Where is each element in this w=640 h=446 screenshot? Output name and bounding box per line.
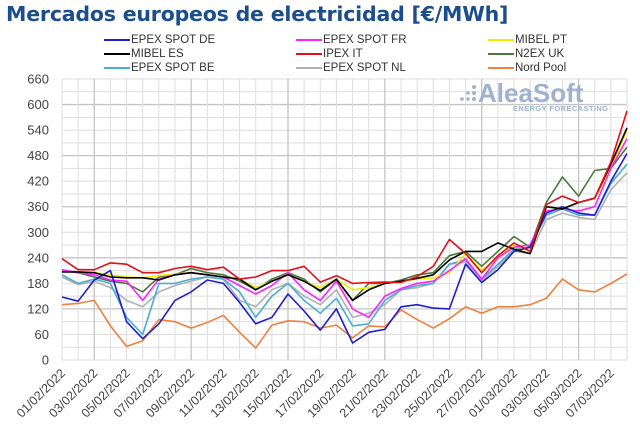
legend-label: EPEX SPOT DE: [131, 34, 216, 46]
legend-swatch: [296, 67, 322, 69]
legend-item: IPEX IT: [296, 48, 363, 60]
legend-item: EPEX SPOT DE: [104, 34, 215, 46]
y-tick-label: 180: [27, 276, 49, 291]
legend-label: IPEX IT: [323, 48, 363, 60]
x-axis: 01/02/202203/02/202205/02/202207/02/2022…: [14, 366, 617, 420]
series-line-epex-spot-fr: [61, 138, 628, 319]
series-line-ipex-it: [61, 110, 628, 285]
y-tick-label: 660: [27, 72, 49, 87]
y-tick-label: 120: [27, 301, 49, 316]
series-group: [61, 110, 628, 349]
legend-item: N2EX UK: [488, 48, 564, 60]
legend-label: MIBEL ES: [131, 48, 184, 60]
legend-swatch: [488, 53, 514, 55]
y-tick-label: 0: [42, 353, 49, 368]
series-line-mibel-pt: [61, 129, 628, 291]
logo-subtext: ENERGY FORECASTING: [513, 104, 608, 113]
y-tick-label: 600: [27, 97, 49, 112]
watermark-logo: AleaSoft ENERGY FORECASTING: [460, 78, 608, 113]
legend: EPEX SPOT DE EPEX SPOT FR MIBEL PT MIBEL ES…: [0, 34, 640, 78]
y-tick-label: 60: [35, 327, 49, 342]
legend-item: EPEX SPOT FR: [296, 34, 407, 46]
legend-label: EPEX SPOT BE: [131, 62, 215, 74]
legend-swatch: [104, 53, 130, 55]
series-line-nord-pool: [61, 273, 628, 349]
legend-swatch: [488, 67, 514, 69]
legend-label: N2EX UK: [515, 48, 565, 60]
legend-item: EPEX SPOT NL: [296, 62, 406, 74]
legend-label: Nord Pool: [515, 62, 567, 74]
legend-item: Nord Pool: [488, 62, 566, 74]
y-tick-label: 420: [27, 174, 49, 189]
chart-title: Mercados europeos de electricidad [€/MWh…: [6, 2, 509, 26]
logo-text: AleaSoft: [478, 78, 584, 108]
legend-swatch: [104, 39, 130, 41]
legend-swatch: [296, 53, 322, 55]
legend-label: EPEX SPOT FR: [323, 34, 407, 46]
legend-swatch: [296, 39, 322, 41]
legend-item: MIBEL ES: [104, 48, 184, 60]
y-tick-label: 360: [27, 199, 49, 214]
y-tick-label: 240: [27, 250, 49, 265]
legend-swatch: [104, 67, 130, 69]
legend-item: MIBEL PT: [488, 34, 567, 46]
y-tick-label: 540: [27, 123, 49, 138]
logo-dots-icon: [460, 85, 476, 101]
series-line-epex-spot-de: [61, 153, 628, 344]
y-tick-label: 480: [27, 148, 49, 163]
y-tick-label: 300: [27, 225, 49, 240]
legend-item: EPEX SPOT BE: [104, 62, 215, 74]
y-axis: 0 60 120 180 240 300 360 420 480 540 600 660: [27, 72, 49, 368]
legend-label: EPEX SPOT NL: [323, 62, 406, 74]
legend-swatch: [488, 39, 514, 41]
legend-label: MIBEL PT: [515, 34, 567, 46]
